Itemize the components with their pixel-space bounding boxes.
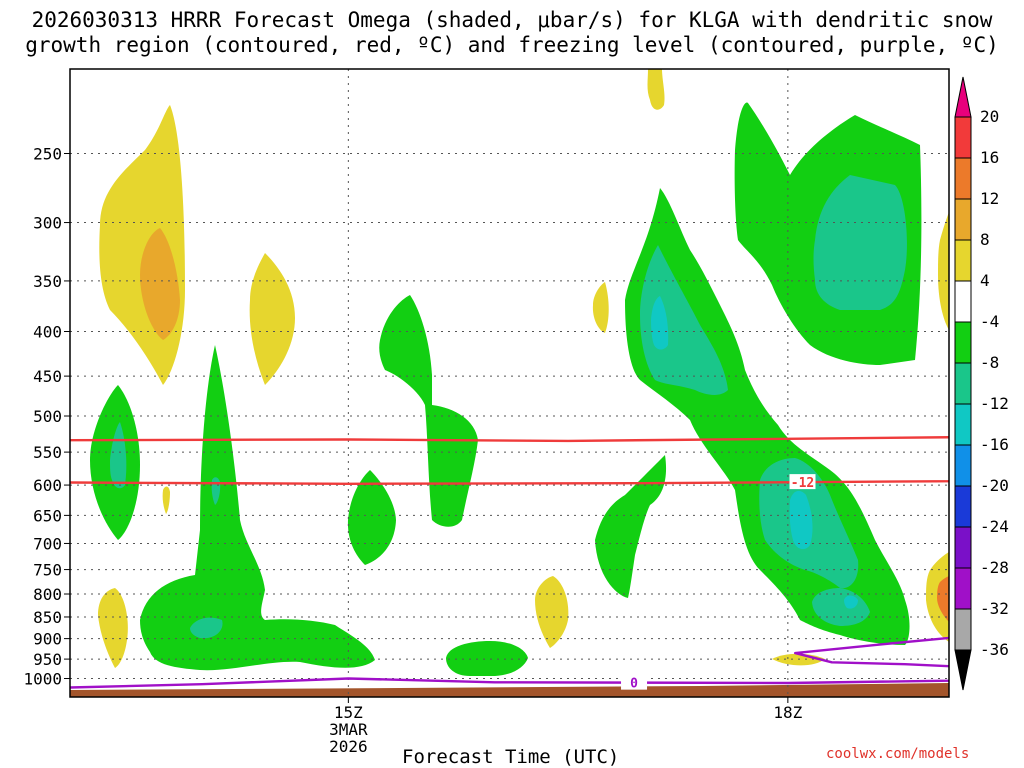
colorbar-swatch: [954, 239, 972, 282]
x-tick-label: 18Z: [773, 703, 802, 722]
credit-text: coolwx.com/models: [826, 746, 970, 762]
y-tick-label: 450: [33, 367, 62, 386]
omega-region-yellow: [162, 486, 170, 514]
colorbar-swatch: [954, 485, 972, 528]
omega-region-green: [446, 641, 528, 676]
colorbar-swatch: [954, 444, 972, 487]
colorbar-label: -12: [980, 394, 1009, 413]
omega-region-yellow: [592, 282, 609, 333]
colorbar-swatch: [954, 280, 972, 323]
colorbar: 20 16 12 8 4 -4 -8 -12 -16 -20 -24 -28 -32 -36: [954, 76, 1009, 691]
omega-region-orange: [937, 576, 949, 622]
omega-region-teal: [640, 245, 728, 395]
colorbar-swatch: [954, 157, 972, 200]
omega-region-cyan: [844, 595, 858, 609]
omega-positive-regions: [98, 69, 949, 668]
colorbar-label: 16: [980, 148, 999, 167]
y-tick-label: 650: [33, 506, 62, 525]
y-tick-label: 700: [33, 534, 62, 553]
omega-region-yellow: [535, 576, 569, 648]
y-axis: 250 300 350 400 450 500 550 600 650 700 750 800 850 9…: [23, 145, 70, 689]
y-tick-label: 850: [33, 608, 62, 627]
colorbar-label: 8: [980, 230, 990, 249]
y-tick-label: 900: [33, 630, 62, 649]
chart-title-line1: 2026030313 HRRR Forecast Omega (shaded, …: [31, 8, 993, 32]
colorbar-label: -16: [980, 435, 1009, 454]
omega-region-teal: [110, 422, 127, 489]
y-tick-label: 250: [33, 145, 62, 164]
colorbar-label: 4: [980, 271, 990, 290]
omega-region-yellow: [249, 253, 295, 385]
omega-region-yellow: [647, 69, 665, 110]
omega-region-teal: [813, 175, 907, 310]
omega-region-yellow: [938, 212, 949, 330]
y-tick-label: 600: [33, 476, 62, 495]
isotherm-label-bg: [789, 474, 816, 490]
omega-region-cyan: [789, 490, 813, 550]
x-tick-label: 15Z: [334, 703, 363, 722]
colorbar-label: -36: [980, 640, 1009, 659]
omega-region-green: [347, 470, 396, 565]
contour-lines: -18-12-1200: [70, 436, 949, 692]
isotherm-label-bg: [621, 674, 648, 690]
colorbar-swatch: [954, 362, 972, 405]
isotherm-label: -12: [791, 476, 814, 491]
colorbar-swatch: [954, 567, 972, 610]
omega-region-green: [595, 455, 667, 598]
colorbar-swatch: [954, 608, 972, 651]
chart-title-line2: growth region (contoured, red, ºC) and f…: [25, 33, 999, 57]
colorbar-swatch: [954, 526, 972, 569]
colorbar-swatch: [954, 198, 972, 241]
y-tick-label: 950: [33, 650, 62, 669]
y-tick-label: 350: [33, 272, 62, 291]
isotherm-label: 0: [630, 677, 638, 692]
y-tick-label: 300: [33, 214, 62, 233]
y-tick-label: 550: [33, 443, 62, 462]
omega-region-green: [379, 295, 478, 527]
colorbar-bottom-arrow: [954, 649, 972, 691]
x-axis-label: Forecast Time (UTC): [402, 746, 620, 768]
omega-region-cyan: [651, 296, 669, 350]
colorbar-label: -32: [980, 599, 1009, 618]
colorbar-label: 12: [980, 189, 999, 208]
omega-region-orange: [140, 228, 180, 340]
isotherm-line: [70, 479, 949, 485]
omega-region-teal: [190, 617, 223, 639]
x-axis: 15Z3MAR202618Z21Z00Z4MAR03Z06Z: [329, 697, 803, 756]
y-tick-label: 1000: [23, 670, 62, 689]
colorbar-label: -28: [980, 558, 1009, 577]
y-tick-label: 750: [33, 561, 62, 580]
plot-area: -18-12-1200: [70, 69, 949, 697]
omega-region-yellow: [99, 105, 185, 385]
colorbar-swatch: [954, 116, 972, 159]
colorbar-swatch: [954, 321, 972, 364]
colorbar-label: -8: [980, 353, 999, 372]
omega-region-yellow: [98, 588, 128, 668]
omega-region-green: [140, 345, 375, 671]
ground-surface: [70, 683, 949, 697]
colorbar-swatch: [954, 403, 972, 446]
colorbar-label: -24: [980, 517, 1009, 536]
y-tick-label: 400: [33, 323, 62, 342]
colorbar-label: -4: [980, 312, 999, 331]
omega-negative-regions: [90, 102, 922, 676]
isotherm-line: [70, 636, 949, 689]
y-tick-label: 800: [33, 585, 62, 604]
isotherm-line: [70, 436, 949, 443]
x-tick-year: 2026: [329, 737, 368, 756]
colorbar-label: -20: [980, 476, 1009, 495]
plot-frame: [69, 68, 950, 698]
y-tick-label: 500: [33, 407, 62, 426]
x-tick-date: 3MAR: [329, 720, 368, 739]
colorbar-label: 20: [980, 107, 999, 126]
colorbar-top-arrow: [954, 76, 972, 118]
